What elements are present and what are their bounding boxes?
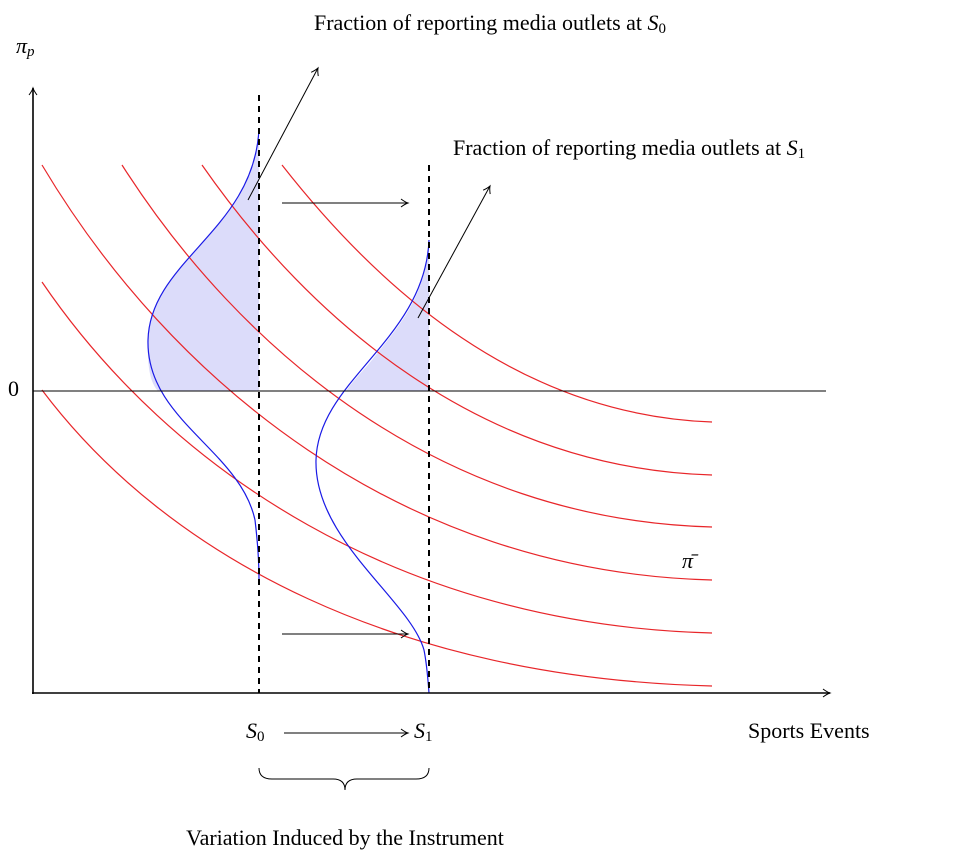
density-s0 xyxy=(147,127,260,581)
zero-label: 0 xyxy=(8,376,19,401)
s0-label: S0 xyxy=(246,718,265,745)
shaded-area-s1 xyxy=(346,240,429,391)
pi-bar-label: π̄ xyxy=(682,548,699,573)
pointer-arrow xyxy=(247,66,319,201)
brace xyxy=(258,767,430,791)
fraction-label-s0: Fraction of reporting media outlets at S… xyxy=(314,10,666,37)
fraction-label-s1: Fraction of reporting media outlets at S… xyxy=(453,135,805,162)
indifference-curves xyxy=(41,164,713,687)
shaded-area-s0 xyxy=(147,128,259,391)
s1-label: S1 xyxy=(414,718,433,745)
density-s1 xyxy=(315,239,430,694)
y-axis-label: πp xyxy=(16,33,35,60)
pointer-arrow xyxy=(417,184,491,319)
brace-caption: Variation Induced by the Instrument xyxy=(186,825,504,850)
x-axis-label: Sports Events xyxy=(748,718,870,743)
